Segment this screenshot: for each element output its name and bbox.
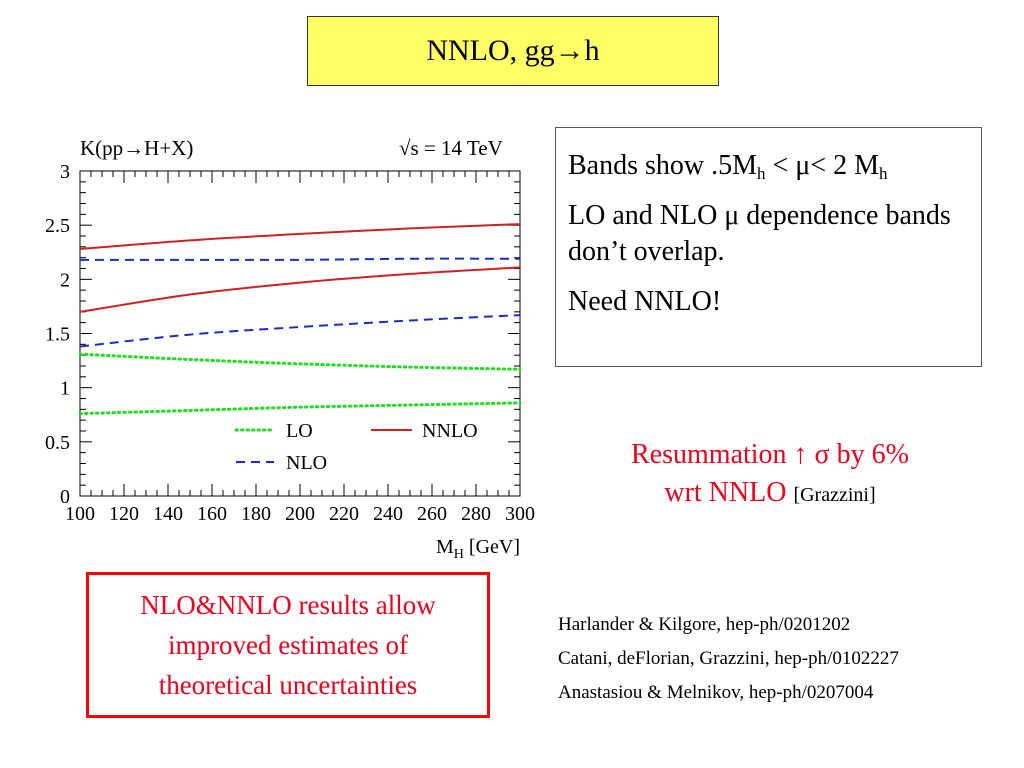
x-tick-label: 260 <box>417 503 447 525</box>
slide-title: NNLO, gg→h <box>307 16 719 86</box>
legend: LO NNLO NLO <box>234 420 478 474</box>
reference-item: Harlander & Kilgore, hep-ph/0201202 <box>558 614 851 635</box>
conclusion-box: NLO&NNLO results allow improved estimate… <box>86 572 490 718</box>
x-axis-label-main: M <box>436 536 454 558</box>
reference-item: Anastasiou & Melnikov, hep-ph/0207004 <box>558 682 874 703</box>
chart-energy-annotation: √s = 14 TeV <box>399 136 503 160</box>
slide-title-text: NNLO, gg→h <box>426 34 600 67</box>
y-tick-label: 1 <box>60 378 70 400</box>
legend-nlo-label: NLO <box>286 452 327 474</box>
info-need-nnlo: Need NNLO! <box>568 286 722 317</box>
series-nnlo-upper <box>79 223 521 250</box>
info-bands-text: Bands show .5M <box>568 150 758 181</box>
conclusion-line3: theoretical uncertainties <box>158 670 418 700</box>
reference-item: Catani, deFlorian, Grazzini, hep-ph/0102… <box>558 648 899 669</box>
x-tick-label: 300 <box>505 503 535 525</box>
series-lines <box>78 223 522 416</box>
x-axis-label-sub: H <box>454 547 464 562</box>
conclusion-line1: NLO&NNLO results allow <box>140 590 436 620</box>
y-tick-label: 1.5 <box>45 324 70 346</box>
references: Harlander & Kilgore, hep-ph/0201202 Cata… <box>558 608 1024 710</box>
y-tick-label: 3 <box>60 161 70 183</box>
y-tick-label: 0.5 <box>45 432 70 454</box>
x-tick-label: 240 <box>373 503 403 525</box>
resummation-wrt: wrt NNLO <box>664 477 787 508</box>
plot-frame <box>79 170 521 497</box>
k-factor-chart: K(pp→H+X) √s = 14 TeV 0 0.5 1 1.5 2 2.5 3 100 12… <box>26 128 546 568</box>
legend-nnlo-label: NNLO <box>422 420 478 442</box>
conclusion-line2: improved estimates of <box>168 630 408 660</box>
legend-lo-label: LO <box>286 420 313 442</box>
x-tick-label: 120 <box>109 503 139 525</box>
y-tick-label: 2 <box>60 269 70 291</box>
x-tick-label: 160 <box>197 503 227 525</box>
x-tick-label: 140 <box>153 503 183 525</box>
info-bands-mu: < μ< 2 M <box>765 150 880 181</box>
axis-ticks <box>79 170 521 497</box>
resummation-note: Resummation ↑ σ by 6% wrt NNLO [Grazzini… <box>560 436 980 514</box>
x-axis-label-unit: [GeV] <box>464 536 520 558</box>
series-nnlo-lower <box>79 266 521 313</box>
info-overlap-line: LO and NLO μ dependence bands don’t over… <box>568 200 951 267</box>
resummation-citation: [Grazzini] <box>793 484 876 506</box>
chart-title: K(pp→H+X) <box>80 136 193 160</box>
y-tick-label: 2.5 <box>45 215 70 237</box>
info-sub-h2: h <box>879 164 888 183</box>
x-tick-label: 200 <box>285 503 315 525</box>
info-box: Bands show .5Mh < μ< 2 Mh LO and NLO μ d… <box>555 127 982 367</box>
x-tick-label: 100 <box>65 503 95 525</box>
series-lo-upper <box>78 352 522 371</box>
x-tick-label: 280 <box>461 503 491 525</box>
info-bands-line: Bands show .5Mh < μ< 2 Mh <box>568 148 969 184</box>
x-tick-label: 220 <box>329 503 359 525</box>
series-nlo-lower <box>79 314 521 348</box>
resummation-line1: Resummation ↑ σ by 6% <box>631 439 909 470</box>
tick-labels: 0 0.5 1 1.5 2 2.5 3 100 120 140 160 180 200 220 240 260… <box>45 161 535 525</box>
series-lo-lower <box>78 401 522 416</box>
x-axis-label: MH [GeV] <box>436 536 520 562</box>
series-nlo-upper <box>79 257 521 261</box>
resummation-line2: wrt NNLO [Grazzini] <box>560 474 980 514</box>
y-tick-label: 0 <box>60 486 70 508</box>
info-sub-h1: h <box>757 164 766 183</box>
x-tick-label: 180 <box>241 503 271 525</box>
chart-svg: K(pp→H+X) √s = 14 TeV 0 0.5 1 1.5 2 2.5 3 100 12… <box>45 136 535 562</box>
